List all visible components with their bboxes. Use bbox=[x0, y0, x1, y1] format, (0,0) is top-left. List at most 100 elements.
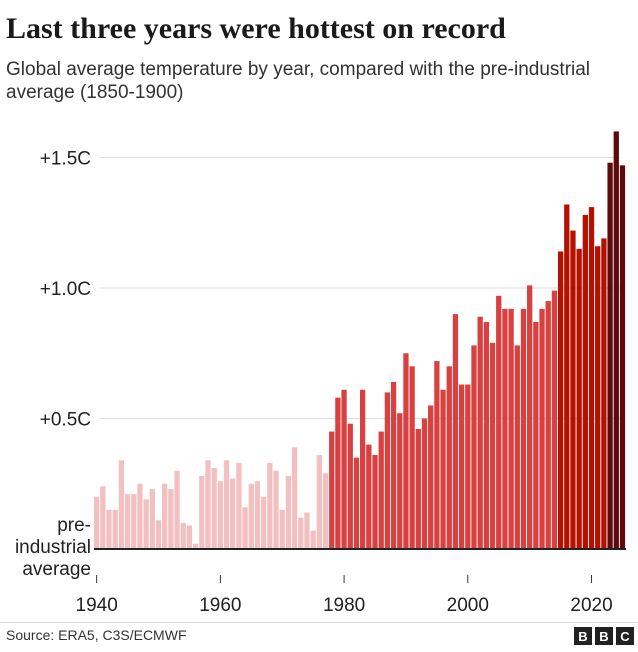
bar bbox=[137, 483, 143, 549]
bar bbox=[100, 486, 106, 549]
bar bbox=[347, 423, 353, 549]
bar bbox=[533, 321, 539, 549]
bar bbox=[452, 314, 459, 549]
baseline-label: pre- bbox=[57, 515, 91, 536]
bar bbox=[465, 384, 471, 549]
bar bbox=[279, 509, 285, 549]
bar bbox=[162, 483, 168, 549]
bar bbox=[527, 285, 533, 549]
bbc-logo-letter: C bbox=[616, 627, 634, 645]
bar bbox=[223, 460, 230, 549]
bar bbox=[384, 392, 391, 549]
bar bbox=[199, 475, 205, 549]
bar bbox=[322, 473, 329, 549]
bar bbox=[155, 520, 162, 549]
bar bbox=[378, 431, 384, 549]
source-note: Source: ERA5, C3S/ECMWF bbox=[6, 627, 187, 643]
bar bbox=[205, 460, 211, 549]
bar bbox=[366, 444, 372, 549]
bar bbox=[273, 470, 279, 549]
bar bbox=[421, 418, 428, 549]
bar bbox=[360, 389, 366, 549]
bar bbox=[390, 381, 397, 549]
bar bbox=[211, 468, 217, 549]
bar bbox=[508, 308, 514, 549]
bar bbox=[446, 366, 452, 549]
bar bbox=[118, 460, 125, 549]
bar bbox=[254, 481, 261, 549]
bar bbox=[298, 517, 304, 549]
chart-title: Last three years were hottest on record bbox=[6, 12, 506, 45]
bbc-logo-letter: B bbox=[574, 627, 592, 645]
bar bbox=[397, 413, 403, 549]
bar bbox=[267, 462, 273, 549]
bar bbox=[143, 499, 149, 549]
bbc-logo-letter: B bbox=[595, 627, 613, 645]
bar bbox=[180, 522, 186, 549]
bar bbox=[174, 470, 180, 549]
bar bbox=[372, 455, 378, 549]
x-tick-label: 2020 bbox=[570, 595, 612, 616]
bar bbox=[94, 496, 100, 549]
baseline-label: average bbox=[22, 559, 91, 580]
bar bbox=[341, 389, 347, 549]
bar bbox=[131, 494, 137, 549]
bar bbox=[607, 162, 613, 549]
bar bbox=[539, 308, 545, 549]
baseline-label: industrial bbox=[15, 537, 91, 558]
bar bbox=[588, 207, 595, 549]
bbc-logo: B B C bbox=[574, 627, 634, 645]
bar bbox=[477, 316, 483, 549]
bar bbox=[403, 353, 409, 549]
bar bbox=[471, 345, 477, 549]
bar bbox=[551, 290, 558, 549]
bar bbox=[458, 384, 465, 549]
bar bbox=[489, 342, 496, 549]
bar bbox=[106, 509, 112, 549]
bar bbox=[595, 246, 601, 550]
bar bbox=[149, 488, 155, 549]
bar bbox=[192, 543, 199, 549]
bar bbox=[310, 530, 316, 549]
bar bbox=[248, 483, 254, 549]
footer-divider bbox=[0, 622, 638, 623]
bar bbox=[285, 475, 292, 549]
bar bbox=[619, 165, 626, 549]
bar bbox=[217, 481, 224, 549]
bar bbox=[483, 321, 490, 549]
bar bbox=[428, 405, 434, 549]
bar bbox=[520, 308, 527, 549]
bar bbox=[570, 230, 576, 549]
x-tick-label: 1940 bbox=[76, 595, 118, 616]
bar bbox=[613, 131, 619, 549]
bar bbox=[576, 248, 582, 549]
bar bbox=[329, 431, 335, 549]
bar bbox=[440, 389, 446, 549]
bar bbox=[304, 512, 310, 549]
bar bbox=[112, 509, 118, 549]
bar bbox=[353, 457, 360, 549]
bar bbox=[601, 238, 607, 549]
bar bbox=[415, 428, 421, 549]
bar bbox=[502, 308, 508, 549]
x-tick-label: 1960 bbox=[199, 595, 241, 616]
x-tick-label: 1980 bbox=[323, 595, 365, 616]
bar bbox=[545, 301, 551, 549]
bar bbox=[564, 204, 570, 550]
bar bbox=[409, 366, 415, 549]
bar bbox=[434, 361, 440, 549]
bar bbox=[236, 462, 242, 549]
y-tick-label: +1.5C bbox=[40, 149, 91, 170]
bar bbox=[514, 345, 520, 549]
bar bbox=[168, 488, 174, 549]
bar bbox=[557, 251, 564, 549]
bar bbox=[230, 478, 236, 549]
bar bbox=[291, 447, 298, 549]
bar bbox=[242, 507, 248, 549]
bar bbox=[316, 455, 322, 549]
y-tick-label: +0.5C bbox=[40, 410, 91, 431]
bar bbox=[582, 214, 588, 550]
chart-subtitle: Global average temperature by year, comp… bbox=[6, 59, 591, 103]
y-tick-label: +1.0C bbox=[40, 279, 91, 300]
